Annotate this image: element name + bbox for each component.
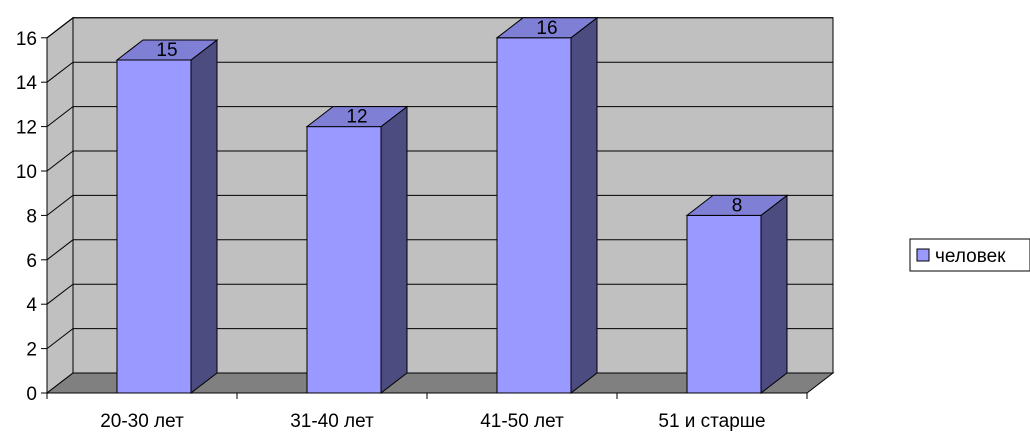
y-tick-label: 2 xyxy=(26,340,37,361)
x-tick-label: 51 и старше xyxy=(658,411,765,432)
legend-series-name: человек xyxy=(935,246,1006,267)
data-label: 12 xyxy=(346,107,367,128)
y-axis-ticks: 0 2 4 6 8 10 12 14 16 xyxy=(16,29,47,405)
x-tick-label: 41-50 лет xyxy=(480,411,564,432)
x-tick-label: 20-30 лет xyxy=(100,411,184,432)
bar-front xyxy=(496,37,572,394)
bar-top xyxy=(115,39,219,61)
bar xyxy=(495,16,599,395)
x-axis-labels: 20-30 лет 31-40 лет 41-50 лет 51 и старше xyxy=(46,393,808,432)
data-label: 15 xyxy=(156,40,177,61)
bars: 15 12 16 8 xyxy=(115,16,789,395)
bar xyxy=(685,194,789,395)
y-tick-label: 10 xyxy=(16,162,37,183)
y-tick-label: 12 xyxy=(16,118,37,139)
x-tick-label: 31-40 лет xyxy=(290,411,374,432)
y-tick-label: 16 xyxy=(16,29,37,50)
legend-box xyxy=(909,238,1030,272)
bar-top xyxy=(685,194,789,216)
bar-side xyxy=(190,38,218,395)
legend-swatch xyxy=(916,248,930,262)
bar-front xyxy=(686,214,762,394)
bar-front xyxy=(306,126,382,394)
bar xyxy=(305,105,409,395)
legend: человек xyxy=(909,238,1030,272)
y-tick-label: 14 xyxy=(16,73,38,94)
y-tick-label: 4 xyxy=(26,295,37,316)
y-tick-label: 0 xyxy=(26,384,37,405)
data-label: 16 xyxy=(536,18,557,39)
bar-side xyxy=(380,105,408,395)
bar-top xyxy=(305,106,409,128)
y-tick-label: 8 xyxy=(26,206,37,227)
bar-front xyxy=(116,59,192,394)
bar-side xyxy=(760,194,788,395)
y-tick-label: 6 xyxy=(26,251,37,272)
bar xyxy=(115,38,219,395)
bar-top xyxy=(495,17,599,39)
bar-side xyxy=(570,16,598,395)
data-label: 8 xyxy=(732,195,743,216)
